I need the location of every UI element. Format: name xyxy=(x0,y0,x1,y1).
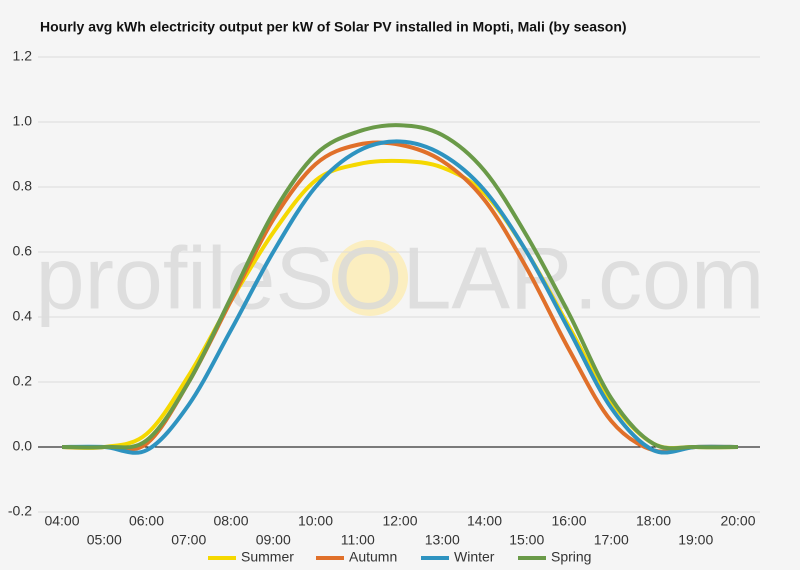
x-tick-label: 19:00 xyxy=(678,532,713,548)
x-tick-label: 20:00 xyxy=(720,513,755,529)
watermark: profileSOLAR.com xyxy=(36,228,765,327)
legend-label: Summer xyxy=(241,549,294,565)
x-tick-label: 05:00 xyxy=(87,532,122,548)
y-tick-label: 1.2 xyxy=(13,48,33,64)
x-tick-label: 12:00 xyxy=(382,513,417,529)
legend-label: Winter xyxy=(454,549,495,565)
y-tick-label: 1.0 xyxy=(13,113,33,129)
y-tick-label: -0.2 xyxy=(8,503,32,519)
x-tick-label: 07:00 xyxy=(171,532,206,548)
y-tick-label: 0.4 xyxy=(13,308,33,324)
legend-label: Autumn xyxy=(349,549,397,565)
x-tick-label: 10:00 xyxy=(298,513,333,529)
x-tick-label: 15:00 xyxy=(509,532,544,548)
x-tick-label: 04:00 xyxy=(44,513,79,529)
x-tick-label: 13:00 xyxy=(425,532,460,548)
x-tick-label: 09:00 xyxy=(256,532,291,548)
x-tick-label: 06:00 xyxy=(129,513,164,529)
x-tick-label: 17:00 xyxy=(594,532,629,548)
series-line xyxy=(61,139,739,455)
series-line xyxy=(61,123,739,451)
watermark-sun xyxy=(332,240,408,316)
y-tick-label: 0.2 xyxy=(13,373,33,389)
x-tick-label: 11:00 xyxy=(341,532,375,548)
x-tick-label: 16:00 xyxy=(551,513,586,529)
y-tick-label: 0.8 xyxy=(13,178,33,194)
chart-title: Hourly avg kWh electricity output per kW… xyxy=(40,19,627,35)
x-tick-label: 08:00 xyxy=(213,513,248,529)
y-tick-label: 0.6 xyxy=(13,243,33,259)
x-tick-label: 14:00 xyxy=(467,513,502,529)
x-tick-label: 18:00 xyxy=(636,513,671,529)
legend-label: Spring xyxy=(551,549,591,565)
y-tick-label: 0.0 xyxy=(13,438,33,454)
